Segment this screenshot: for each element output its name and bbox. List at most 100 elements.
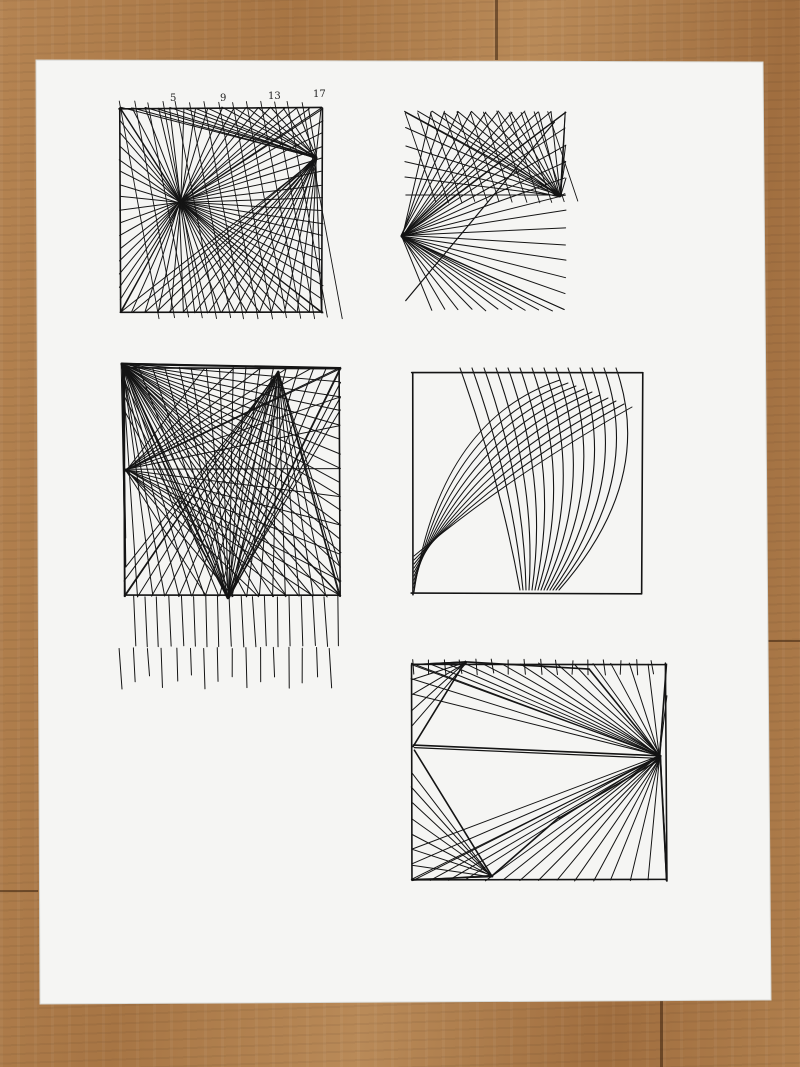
hatch-line — [520, 112, 553, 203]
fan-ray — [120, 363, 341, 540]
fan-ray — [119, 119, 181, 203]
hatch-line — [118, 100, 160, 320]
hatch-line — [443, 111, 476, 202]
tick-stroke — [490, 658, 495, 674]
fan-ray — [401, 110, 526, 237]
floor-seam — [765, 640, 800, 642]
fan-ray — [233, 157, 318, 314]
pen-curve — [546, 367, 585, 591]
fan-ray — [124, 470, 313, 596]
tick-label-13: 13 — [268, 91, 281, 102]
fan-ray — [296, 108, 317, 159]
fan-ray — [121, 364, 220, 597]
fan-ray — [524, 111, 560, 196]
tick-stroke — [458, 659, 463, 674]
fan-ray — [412, 802, 493, 878]
fan-ray — [501, 663, 662, 757]
fan-ray — [178, 106, 259, 203]
fan-ray — [257, 107, 318, 158]
fan-ray — [401, 234, 566, 246]
fan-ray — [195, 157, 317, 312]
fan-ray — [484, 754, 660, 882]
fan-ray — [401, 236, 526, 311]
fan-ray — [180, 108, 310, 204]
fan-ray — [119, 107, 182, 204]
fan-ray — [144, 158, 318, 313]
pen-curve — [531, 367, 555, 591]
fan-ray — [124, 469, 342, 526]
fan-ray — [400, 110, 473, 236]
fan-ray — [157, 156, 316, 312]
fan-ray — [659, 663, 668, 758]
fan-ray — [411, 874, 494, 881]
fan-ray — [401, 111, 499, 237]
hatch-line — [456, 111, 488, 203]
fan-ray — [429, 661, 467, 664]
fan-ray — [574, 756, 662, 882]
fan-ray — [228, 366, 234, 599]
fan-ray — [401, 111, 552, 237]
fan-ray — [573, 663, 661, 758]
hatch-line — [417, 112, 449, 204]
fan-ray — [158, 107, 182, 203]
fan-ray — [179, 202, 272, 312]
fan-ray — [284, 158, 317, 313]
fan-ray — [152, 367, 229, 599]
fan-ray — [402, 209, 567, 237]
fan-ray — [401, 161, 567, 237]
tick-stroke — [619, 660, 622, 675]
fan-ray — [178, 200, 184, 312]
tick-stroke — [263, 594, 267, 647]
fan-ray — [430, 663, 660, 757]
fan-ray — [179, 132, 323, 204]
tick-stroke — [240, 595, 245, 648]
fan-ray — [429, 875, 494, 881]
fan-ray — [412, 864, 492, 878]
fan-ray — [120, 362, 300, 597]
tick-stroke — [475, 658, 478, 676]
fan-ray — [411, 756, 661, 865]
fan-ray — [206, 368, 230, 599]
floor-seam — [0, 890, 38, 892]
fan-ray — [410, 661, 466, 681]
fan-ray — [315, 157, 322, 313]
fan-ray — [231, 370, 280, 598]
fan-ray — [126, 425, 340, 470]
hatch-line — [162, 100, 203, 319]
fan-ray — [131, 202, 181, 313]
fan-ray — [178, 366, 229, 599]
fan-ray — [401, 235, 433, 311]
pen-curve — [549, 367, 596, 591]
tick-label-17: 17 — [313, 89, 326, 100]
fan-ray — [118, 200, 181, 275]
tick-stroke — [276, 596, 279, 648]
fan-ray — [227, 409, 341, 598]
margin-tally — [272, 646, 276, 678]
fan-ray — [245, 156, 317, 314]
tick-stroke — [193, 596, 196, 647]
margin-tally — [316, 647, 319, 678]
fan-ray — [179, 201, 322, 250]
fan-ray — [400, 236, 459, 311]
fan-ray — [278, 372, 341, 569]
fan-ray — [401, 111, 567, 238]
fan-ray — [277, 370, 341, 597]
fan-ray — [411, 772, 492, 878]
fan-ray — [412, 755, 661, 850]
fan-ray — [411, 818, 494, 877]
fan-ray — [124, 382, 229, 599]
fan-ray — [137, 372, 279, 598]
floor-seam — [660, 1000, 663, 1067]
fan-ray — [180, 108, 185, 204]
fan-ray — [179, 120, 324, 203]
fan-ray — [131, 107, 182, 203]
square-border — [640, 371, 644, 595]
fan-ray — [119, 201, 182, 211]
fan-ray — [178, 157, 322, 203]
fan-ray — [411, 662, 467, 665]
fan-ray — [119, 184, 180, 204]
fan-ray — [180, 108, 223, 204]
hatch-line — [430, 112, 463, 203]
fan-ray — [219, 371, 278, 597]
fan-ray — [296, 158, 318, 313]
